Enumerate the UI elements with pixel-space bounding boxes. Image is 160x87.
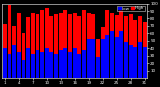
Bar [54, 14, 58, 78]
Legend: Low, High: Low, High [117, 6, 145, 11]
Bar [73, 13, 77, 78]
Bar [119, 10, 123, 78]
Bar [45, 8, 49, 78]
Bar [40, 10, 44, 78]
Bar [49, 52, 53, 78]
Bar [49, 16, 53, 78]
Bar [45, 48, 49, 78]
Bar [36, 14, 39, 78]
Bar [68, 52, 72, 78]
Bar [110, 13, 114, 78]
Bar [36, 50, 39, 78]
Bar [96, 39, 100, 78]
Bar [8, 54, 12, 78]
Bar [110, 31, 114, 78]
Bar [91, 14, 95, 78]
Bar [101, 27, 105, 78]
Bar [73, 48, 77, 78]
Bar [129, 14, 133, 78]
Bar [133, 20, 137, 78]
Bar [119, 31, 123, 78]
Bar [87, 13, 91, 78]
Bar [82, 50, 86, 78]
Bar [64, 10, 67, 78]
Bar [31, 54, 35, 78]
Bar [77, 54, 81, 78]
Bar [96, 57, 100, 78]
Bar [54, 54, 58, 78]
Bar [31, 13, 35, 78]
Bar [129, 45, 133, 78]
Bar [26, 48, 30, 78]
Bar [143, 47, 147, 78]
Bar [124, 42, 128, 78]
Bar [133, 47, 137, 78]
Bar [138, 16, 142, 78]
Bar [8, 5, 12, 78]
Bar [115, 37, 119, 78]
Bar [91, 39, 95, 78]
Bar [17, 52, 21, 78]
Bar [59, 50, 63, 78]
Bar [3, 48, 7, 78]
Bar [26, 17, 30, 78]
Bar [59, 13, 63, 78]
Bar [22, 33, 25, 78]
Bar [115, 15, 119, 78]
Bar [82, 10, 86, 78]
Bar [17, 13, 21, 78]
Bar [12, 26, 16, 78]
Bar [40, 52, 44, 78]
Bar [138, 42, 142, 78]
Bar [68, 14, 72, 78]
Bar [77, 16, 81, 78]
Bar [64, 48, 67, 78]
Bar [87, 39, 91, 78]
Bar [101, 39, 105, 78]
Bar [22, 60, 25, 78]
Bar [124, 16, 128, 78]
Bar [105, 10, 109, 78]
Bar [143, 22, 147, 78]
Bar [3, 24, 7, 78]
Bar [12, 45, 16, 78]
Bar [105, 35, 109, 78]
